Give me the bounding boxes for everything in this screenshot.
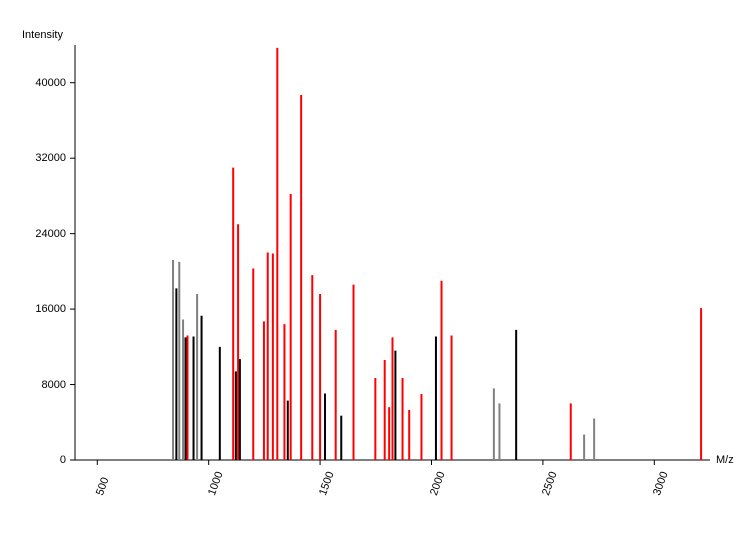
y-tick-label: 32000 — [26, 152, 66, 164]
x-axis-title: M/z — [716, 454, 734, 466]
y-axis-title: Intensity — [22, 29, 63, 41]
chart-canvas — [0, 0, 750, 540]
y-tick-label: 16000 — [26, 303, 66, 315]
y-tick-label: 0 — [26, 454, 66, 466]
mass-spectrum-chart: Intensity M/z 0800016000240003200040000 … — [0, 0, 750, 540]
y-tick-label: 24000 — [26, 228, 66, 240]
y-tick-label: 8000 — [26, 379, 66, 391]
y-tick-label: 40000 — [26, 77, 66, 89]
